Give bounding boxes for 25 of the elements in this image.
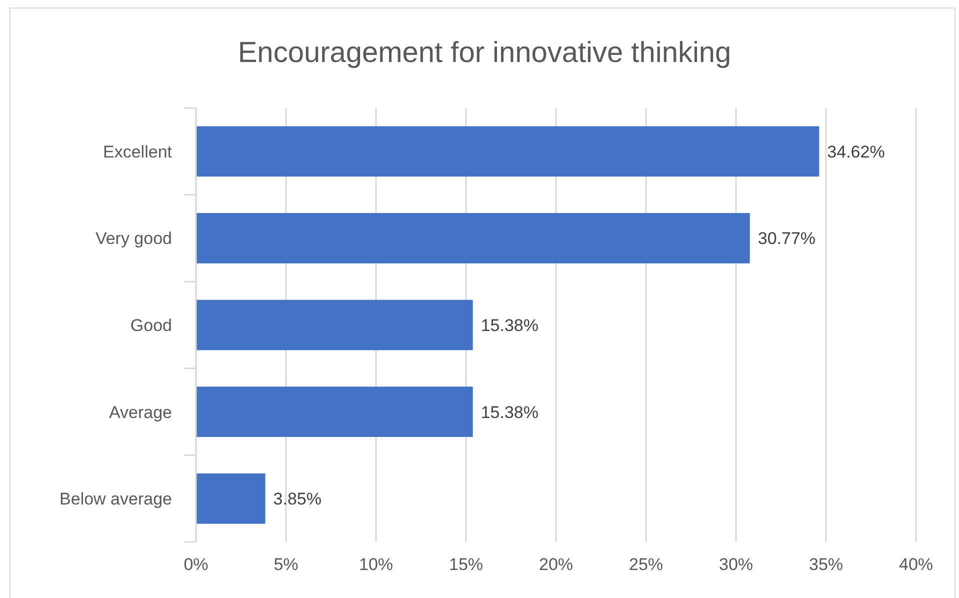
bar: [196, 300, 473, 350]
bar: [196, 386, 473, 437]
y-tick-label: Below average: [60, 490, 172, 509]
bar: [196, 473, 266, 524]
data-label: 34.62%: [827, 142, 885, 162]
x-tick-label: 0%: [184, 555, 208, 574]
data-label: 15.38%: [480, 316, 539, 335]
x-tick-label: 30%: [718, 555, 754, 574]
bar: [196, 213, 750, 264]
y-tick-label: Good: [130, 316, 172, 335]
y-tick-label: Very good: [95, 229, 172, 248]
x-tick-label: 10%: [358, 555, 394, 574]
x-tick-label: 35%: [808, 555, 844, 574]
x-tick-label: 20%: [538, 555, 574, 574]
bar: [196, 126, 820, 177]
y-tick-label: Excellent: [103, 142, 172, 162]
data-label: 30.77%: [758, 229, 816, 248]
x-tick-label: 40%: [898, 555, 934, 574]
data-label: 3.85%: [273, 490, 322, 509]
data-label: 15.38%: [480, 402, 539, 422]
x-tick-label: 5%: [274, 555, 298, 574]
y-tick-label: Average: [108, 402, 172, 422]
x-tick-label: 25%: [628, 555, 664, 574]
chart-title: Encouragement for innovative thinking: [238, 37, 732, 69]
x-tick-label: 15%: [448, 555, 484, 574]
